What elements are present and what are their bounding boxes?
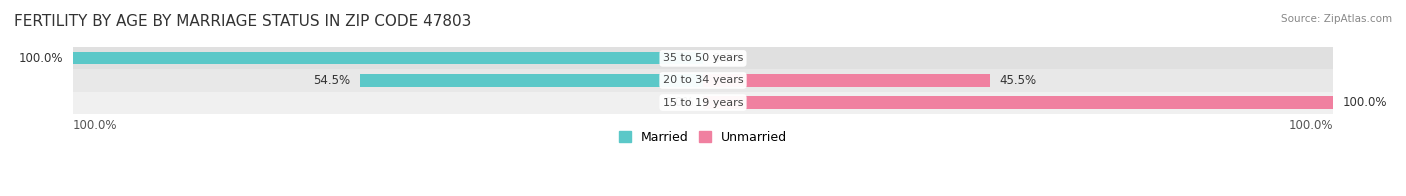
Text: 0.0%: 0.0% (664, 96, 693, 109)
Text: FERTILITY BY AGE BY MARRIAGE STATUS IN ZIP CODE 47803: FERTILITY BY AGE BY MARRIAGE STATUS IN Z… (14, 14, 471, 29)
Text: 0.0%: 0.0% (713, 52, 742, 65)
Bar (73, 47, 1333, 69)
Bar (73, 69, 1333, 92)
Bar (703, 74, 990, 87)
Bar (73, 52, 703, 64)
Text: 100.0%: 100.0% (73, 119, 117, 132)
Text: Source: ZipAtlas.com: Source: ZipAtlas.com (1281, 14, 1392, 24)
Text: 54.5%: 54.5% (314, 74, 350, 87)
Text: 35 to 50 years: 35 to 50 years (662, 53, 744, 63)
Text: 100.0%: 100.0% (18, 52, 63, 65)
Text: 100.0%: 100.0% (1343, 96, 1388, 109)
Text: 20 to 34 years: 20 to 34 years (662, 75, 744, 85)
Text: 100.0%: 100.0% (1289, 119, 1333, 132)
Text: 45.5%: 45.5% (1000, 74, 1036, 87)
Bar (703, 96, 1333, 109)
Text: 15 to 19 years: 15 to 19 years (662, 98, 744, 108)
Legend: Married, Unmarried: Married, Unmarried (613, 125, 793, 149)
Bar (360, 74, 703, 87)
Bar (73, 92, 1333, 114)
